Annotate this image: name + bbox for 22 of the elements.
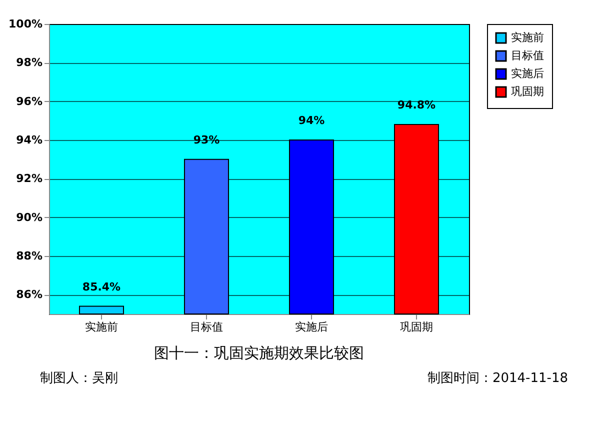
data-label: 85.4% xyxy=(82,280,121,294)
x-tick-label: 巩固期 xyxy=(400,320,433,334)
legend-label: 巩固期 xyxy=(511,85,544,98)
legend-label: 实施前 xyxy=(511,31,544,44)
text: 图十一：巩固实施期效果比较图 xyxy=(154,344,364,362)
x-tick-label: 目标值 xyxy=(190,320,223,334)
text: 制图人：吴刚 xyxy=(40,370,118,387)
legend-label: 目标值 xyxy=(511,49,544,62)
y-tick-label: 98% xyxy=(16,56,42,70)
data-label: 94.8% xyxy=(397,98,436,112)
y-tick-label: 86% xyxy=(16,288,42,302)
y-tick-label: 90% xyxy=(16,210,42,224)
y-tick-label: 96% xyxy=(16,94,42,108)
text: 制图时间：2014-11-18 xyxy=(427,370,568,387)
y-tick-label: 88% xyxy=(16,250,42,262)
y-tick-label: 100% xyxy=(8,18,42,30)
data-label: 94% xyxy=(298,114,325,127)
legend-label: 实施后 xyxy=(511,67,544,80)
y-tick-label: 94% xyxy=(16,134,42,146)
x-tick-label: 实施后 xyxy=(295,320,328,334)
y-tick-label: 92% xyxy=(16,172,42,186)
x-tick-label: 实施前 xyxy=(85,320,118,334)
